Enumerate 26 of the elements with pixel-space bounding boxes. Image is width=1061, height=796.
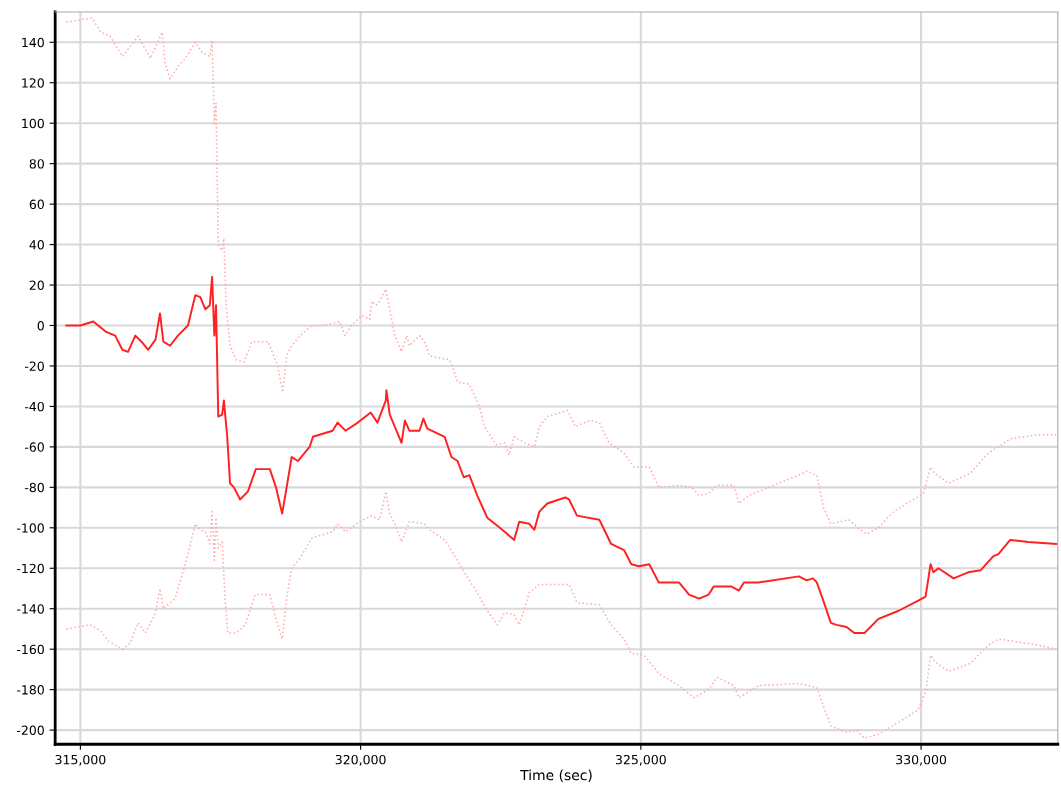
y-tick-label: 100 — [22, 118, 44, 129]
y-tick-label: 60 — [29, 199, 44, 210]
y-tick-label: 140 — [22, 37, 44, 48]
y-tick-label: -140 — [17, 604, 44, 614]
y-tick-label: 0 — [37, 320, 44, 331]
line-series — [65, 275, 1058, 634]
y-tick-label: -20 — [24, 361, 44, 371]
y-tick-label: -100 — [17, 523, 44, 533]
y-tick-label: -160 — [17, 644, 44, 655]
y-tick-label: -180 — [17, 685, 44, 695]
y-tick-label: 120 — [22, 78, 44, 88]
y-tick-label: -200 — [17, 725, 44, 736]
y-tick-label: 20 — [29, 280, 44, 290]
y-tick-label: 40 — [29, 240, 44, 250]
line-series — [65, 17, 1057, 535]
line-series — [65, 490, 1057, 739]
y-tick-label: 80 — [29, 159, 44, 169]
x-tick-label: 330,000 — [896, 754, 947, 766]
x-tick-label: 315,000 — [55, 754, 106, 766]
y-tick-label: -40 — [24, 401, 44, 412]
y-tick-label: -60 — [24, 442, 44, 452]
x-axis-title: Time (sec) — [520, 769, 592, 782]
x-tick-label: 325,000 — [615, 754, 666, 766]
y-tick-label: -120 — [17, 563, 44, 574]
y-tick-label: -80 — [24, 482, 44, 493]
x-tick-label: 320,000 — [335, 754, 386, 766]
